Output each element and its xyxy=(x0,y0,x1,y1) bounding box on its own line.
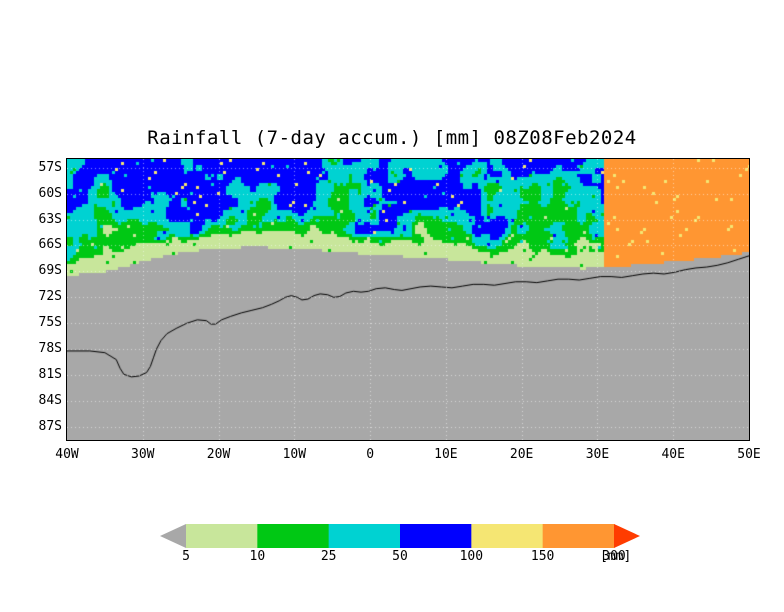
y-tick-label: 69S xyxy=(38,263,62,279)
colorbar-tick-label: 5 xyxy=(182,549,190,564)
colorbar-unit-label: [mm] xyxy=(600,549,632,564)
map-plot-area xyxy=(66,158,750,441)
x-tick-label: 10W xyxy=(282,447,307,462)
colorbar-tick-label: 10 xyxy=(249,549,266,564)
y-tick-label: 78S xyxy=(38,341,62,357)
chart-title: Rainfall (7-day accum.) [mm] 08Z08Feb202… xyxy=(147,127,637,149)
x-tick-label: 40W xyxy=(55,447,79,462)
y-tick-label: 63S xyxy=(38,211,62,227)
rainfall-raster xyxy=(67,159,749,440)
x-tick-label: 20W xyxy=(206,447,231,462)
y-tick-label: 87S xyxy=(38,419,62,435)
x-tick-label: 0 xyxy=(366,447,375,462)
colorbar-tick-label: 100 xyxy=(459,549,484,564)
x-tick-label: 10E xyxy=(434,447,458,462)
y-tick-label: 72S xyxy=(38,289,62,305)
y-tick-label: 57S xyxy=(38,159,62,175)
y-tick-label: 84S xyxy=(38,393,62,409)
colorbar xyxy=(160,524,640,548)
y-tick-label: 60S xyxy=(38,185,62,201)
colorbar-tick-label: 25 xyxy=(320,549,337,564)
x-tick-label: 20E xyxy=(509,447,534,462)
y-tick-label: 75S xyxy=(38,315,62,331)
y-tick-label: 66S xyxy=(38,237,62,253)
x-tick-label: 30E xyxy=(585,447,610,462)
colorbar-tick-label: 150 xyxy=(530,549,555,564)
y-tick-label: 81S xyxy=(38,367,62,383)
x-tick-label: 30W xyxy=(131,447,155,462)
x-tick-label: 40E xyxy=(661,447,685,462)
x-tick-label: 50E xyxy=(737,447,761,462)
colorbar-tick-label: 50 xyxy=(392,549,408,564)
colorbar-tick-label: 300 xyxy=(602,549,626,564)
